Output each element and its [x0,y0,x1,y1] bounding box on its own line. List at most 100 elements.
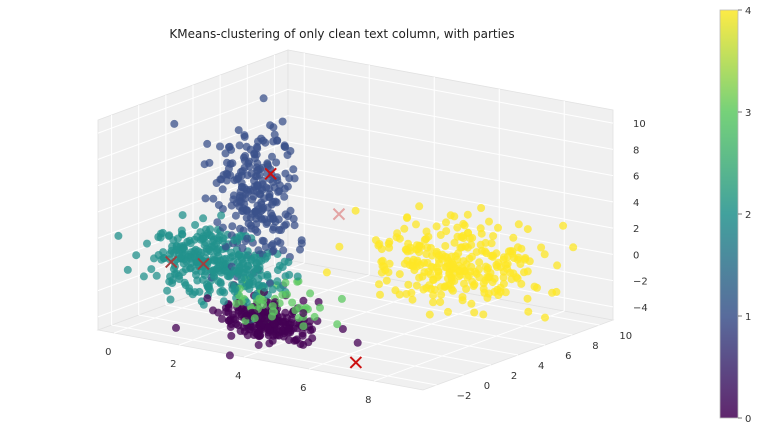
data-point [190,247,199,256]
data-point [461,242,470,251]
data-point [209,194,218,203]
data-point [494,223,502,232]
data-point [377,257,386,266]
data-point [446,211,455,220]
data-point [537,243,546,252]
data-point [487,239,496,248]
y-tick-label: 6 [565,351,571,362]
data-point [540,250,549,259]
data-point [236,231,245,240]
data-point [299,322,308,331]
x-tick-label: 6 [300,383,306,394]
data-point [453,223,462,232]
data-point [219,297,228,306]
data-point [446,260,455,269]
data-point [198,234,207,243]
data-point [218,223,227,232]
data-point [123,265,132,274]
colorbar-ticks: 0 1 2 3 4 [738,6,751,425]
data-point [338,325,347,333]
data-point [285,270,294,279]
data-point [182,257,191,266]
data-point [517,279,526,288]
grid-line [287,167,614,229]
grid-line [111,324,437,386]
data-point [163,286,172,295]
colorbar-tick-label: 4 [745,6,751,17]
grid-line [287,193,614,255]
data-point [278,117,287,126]
data-point [481,276,490,285]
data-point [417,242,426,251]
data-point [218,237,227,246]
data-point [267,241,276,250]
data-point [464,271,473,280]
z-tick-label: −4 [633,303,648,314]
data-point [243,206,252,215]
data-point [272,158,281,167]
data-point [316,303,324,312]
x-axis-ticks: 0 2 4 6 8 [105,347,371,406]
z-tick-label: 8 [633,145,639,156]
data-point [245,281,253,289]
centroid-markers [165,167,363,369]
y-tick-label: 2 [511,371,517,382]
data-point [489,251,498,260]
z-axis-ticks: −4 −2 0 2 4 6 8 10 [633,119,648,314]
data-point [291,306,300,315]
data-point [441,242,450,250]
data-point [432,222,441,231]
data-point [293,272,302,281]
data-point [284,328,293,337]
data-point [400,224,409,233]
data-point [472,248,481,257]
colorbar-tick-label: 1 [745,312,751,323]
data-point [450,238,459,247]
data-point [467,299,476,308]
chart-title: KMeans-clustering of only clean text col… [169,27,514,41]
data-point [412,262,421,271]
data-point [289,214,298,223]
z-tick-label: 2 [633,224,639,235]
data-point [278,290,287,299]
data-point [485,217,493,226]
data-point [254,282,263,290]
data-point [420,235,429,244]
data-point [202,280,211,289]
data-point [234,126,243,135]
data-point [444,307,452,316]
data-point [215,261,224,270]
data-point [253,144,262,153]
data-point [384,268,393,277]
data-point [282,220,290,229]
z-tick-label: 6 [633,172,639,183]
data-point [283,151,292,159]
scatter-points [114,94,578,360]
data-point [221,149,230,158]
data-point [442,227,451,236]
grid-line [287,88,614,150]
data-point [286,206,295,215]
grid-line [287,141,614,203]
y-axis-ticks: −2 0 2 4 6 8 10 [457,331,633,402]
data-point [484,264,492,272]
data-point [412,220,420,229]
data-point [429,298,438,307]
data-point [250,331,258,339]
z-tick-label: 10 [633,119,646,130]
data-point [434,271,443,280]
data-point [263,272,272,281]
data-point [170,119,179,128]
data-point [254,246,263,255]
data-point [247,322,256,331]
data-point [268,302,277,311]
data-point [424,267,433,276]
y-tick-label: 10 [619,331,632,342]
data-point [255,294,264,303]
data-point [278,326,287,335]
data-point [423,258,432,267]
data-point [230,236,239,245]
data-point [459,219,468,228]
data-point [269,215,277,224]
data-point [143,239,151,248]
